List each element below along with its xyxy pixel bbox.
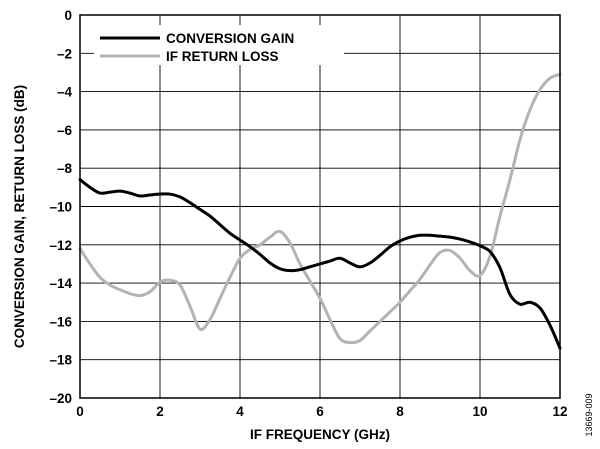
plot-frame — [79, 14, 561, 399]
legend: CONVERSION GAIN IF RETURN LOSS — [94, 25, 344, 65]
y-tick-label: –20 — [49, 391, 72, 406]
figure-id: 13669-009 — [584, 393, 594, 436]
y-tick-label: –14 — [49, 276, 72, 291]
x-tick-labels: 0 2 4 6 8 10 12 — [76, 404, 567, 419]
y-axis-label: CONVERSION GAIN, RETURN LOSS (dB) — [12, 85, 27, 348]
y-tick-label: 0 — [64, 8, 72, 23]
x-tick-label: 2 — [156, 404, 164, 419]
x-tick-label: 12 — [552, 404, 567, 419]
grid — [79, 14, 561, 399]
y-tick-label: –12 — [49, 238, 72, 253]
y-tick-label: –2 — [57, 46, 72, 61]
series-line-conversion-gain — [78, 178, 562, 350]
series-layer — [78, 72, 562, 350]
x-tick-label: 10 — [472, 404, 487, 419]
y-tick-label: –18 — [49, 353, 72, 368]
y-tick-label: –16 — [49, 314, 72, 329]
y-tick-label: –10 — [49, 200, 72, 215]
legend-label-conversion-gain: CONVERSION GAIN — [166, 31, 294, 46]
y-tick-label: –4 — [57, 85, 73, 100]
y-tick-label: –6 — [57, 123, 73, 138]
x-tick-label: 0 — [76, 404, 84, 419]
x-tick-label: 4 — [236, 404, 244, 419]
legend-label-if-return-loss: IF RETURN LOSS — [166, 49, 279, 64]
series-line-if-return-loss — [78, 72, 562, 345]
x-tick-label: 8 — [396, 404, 404, 419]
x-tick-label: 6 — [316, 404, 324, 419]
y-tick-label: –8 — [57, 161, 73, 176]
legend-box — [94, 25, 344, 65]
y-tick-labels: 0 –2 –4 –6 –8 –10 –12 –14 –16 –18 –20 — [49, 8, 72, 406]
x-axis-label: IF FREQUENCY (GHz) — [250, 427, 390, 442]
